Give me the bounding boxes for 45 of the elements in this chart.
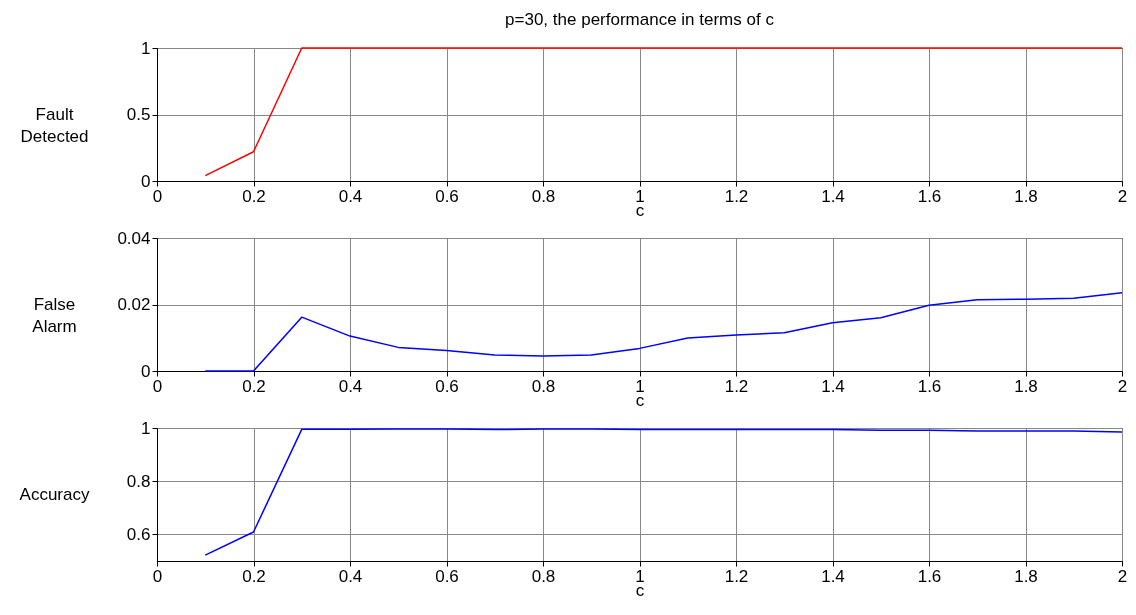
x-tick-label: 0.6 xyxy=(435,186,459,206)
x-tick-label: 0.2 xyxy=(242,566,266,586)
y-tick-label: 0 xyxy=(141,361,151,381)
line-series xyxy=(204,428,1123,556)
y-axis-title: False Alarm xyxy=(32,294,77,336)
chart-title: p=30, the performance in terms of c xyxy=(505,10,775,29)
x-tick-label: 2 xyxy=(1117,376,1128,396)
y-tick-label: 0.5 xyxy=(126,105,151,124)
x-tick-label: 1.8 xyxy=(1014,186,1038,206)
x-tick-label: 1 xyxy=(635,186,645,206)
x-tick-label: 1.8 xyxy=(1014,376,1038,396)
x-tick-label: 0.2 xyxy=(242,186,266,206)
x-tick-label: 0.6 xyxy=(435,566,459,586)
x-tick-label: 1 xyxy=(635,566,645,586)
y-tick-label: 0 xyxy=(141,171,151,191)
x-tick-label: 1.6 xyxy=(917,186,942,206)
x-tick-label: 0.4 xyxy=(338,376,363,396)
y-axis-title: Fault Detected xyxy=(20,104,89,146)
x-tick-label: 0.4 xyxy=(338,186,363,206)
x-tick-label: 1.2 xyxy=(724,566,749,586)
x-tick-label: 1.2 xyxy=(724,186,749,206)
x-tick-label: 1.2 xyxy=(724,376,749,396)
x-tick-label: 0.8 xyxy=(531,566,556,586)
y-tick-label: 1 xyxy=(141,38,151,58)
line-series xyxy=(204,292,1123,372)
x-tick-label: 0.2 xyxy=(242,376,266,396)
x-tick-label: 0.6 xyxy=(435,376,459,396)
y-axis-title: Accuracy xyxy=(19,484,90,504)
y-tick-label: 0.04 xyxy=(117,228,151,248)
x-tick-label: 0.4 xyxy=(338,566,363,586)
x-tick-label: 0.8 xyxy=(531,186,556,206)
y-tick-label: 0.6 xyxy=(126,524,151,544)
x-tick-label: 0.8 xyxy=(531,376,556,396)
x-tick-label: 1.8 xyxy=(1014,566,1038,586)
x-tick-label: 1.4 xyxy=(821,376,845,396)
x-tick-label: 1.6 xyxy=(917,566,942,586)
x-tick-label: 1.4 xyxy=(821,566,845,586)
x-tick-label: 2 xyxy=(1117,566,1128,586)
x-tick-label: 1.6 xyxy=(917,376,942,396)
y-tick-label: 0.02 xyxy=(117,295,151,314)
x-tick-label: 1 xyxy=(635,376,645,396)
y-tick-label: 0.8 xyxy=(126,471,151,491)
x-tick-label: 1.4 xyxy=(821,186,845,206)
y-tick-label: 1 xyxy=(141,418,151,438)
x-tick-label: 2 xyxy=(1117,186,1128,206)
